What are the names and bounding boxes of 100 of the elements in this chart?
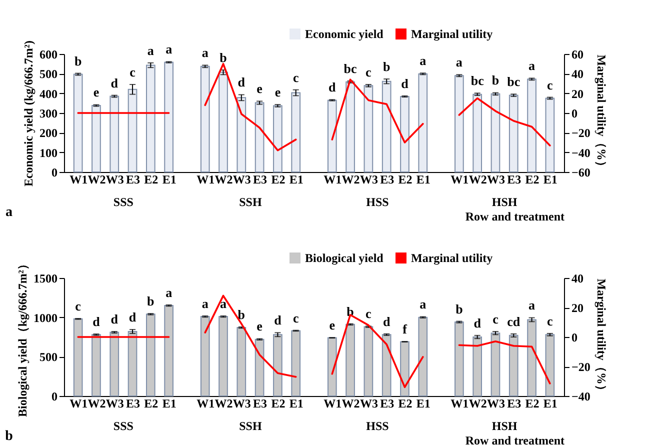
- data-label: c: [75, 298, 82, 314]
- x-tick-label: W3: [232, 172, 251, 186]
- data-label: d: [92, 314, 101, 330]
- y2-tick-label: −20: [572, 126, 590, 140]
- data-label: a: [147, 42, 154, 58]
- y2-axis-title: Marginal utility（%）: [594, 54, 608, 172]
- y2-tick-label: 40: [572, 272, 584, 286]
- x-tick-label: E1: [416, 172, 430, 186]
- data-label: c: [366, 306, 372, 322]
- x-tick-label: W1: [196, 396, 215, 410]
- legend-label: Marginal utility: [411, 251, 493, 265]
- text: HSS: [366, 195, 390, 209]
- text: HSH: [492, 195, 518, 209]
- y2-tick-label: 20: [572, 301, 584, 315]
- data-label: e: [256, 318, 263, 334]
- data-label: a: [420, 53, 427, 68]
- data-label: b: [220, 50, 227, 65]
- x-tick-label: E2: [525, 396, 540, 410]
- y2-tick-label: −40: [572, 390, 590, 404]
- x-tick-label: W3: [106, 172, 124, 186]
- y2-tick-label: −20: [572, 360, 590, 374]
- x-tick-label: E3: [253, 172, 268, 186]
- data-label: c: [492, 311, 499, 326]
- x-tick-label: E1: [162, 396, 176, 410]
- x-tick-label: W3: [232, 396, 251, 410]
- x-tick-label: W1: [450, 396, 469, 410]
- y-tick-label: 400: [40, 86, 58, 101]
- data-label: d: [274, 312, 282, 328]
- y2-tick-label: −60: [572, 166, 590, 180]
- y-tick-label: 1000: [34, 310, 58, 325]
- x-tick-label: E1: [289, 172, 304, 186]
- y-tick-label: 500: [40, 67, 58, 82]
- data-label: e: [329, 318, 336, 333]
- data-label: c: [547, 313, 554, 328]
- x-tick-label: W3: [486, 172, 505, 186]
- x-tick-label: W2: [468, 172, 487, 186]
- x-tick-label: W1: [450, 172, 469, 186]
- y2-tick-label: 0: [572, 330, 578, 344]
- data-label: e: [274, 84, 281, 100]
- data-label: a: [202, 296, 209, 311]
- y2-tick-label: 20: [572, 86, 584, 101]
- data-label: b: [147, 294, 154, 309]
- x-tick-label: W3: [486, 396, 505, 410]
- y2-tick-label: 0: [572, 106, 578, 120]
- data-label: a: [220, 296, 228, 311]
- x-tick-label: E3: [380, 396, 394, 410]
- data-label: bc: [470, 73, 484, 88]
- x-tick-label: E2: [525, 172, 540, 186]
- x-tick-label: E2: [271, 396, 286, 410]
- data-label: e: [93, 84, 100, 100]
- x-tick-label: W3: [360, 396, 378, 410]
- data-label: c: [547, 77, 554, 92]
- y2-tick-label: 40: [572, 67, 584, 82]
- data-label: a: [456, 54, 463, 70]
- data-label: c: [292, 70, 299, 85]
- y-axis-title: Economic yield (kg/666.7m²): [22, 40, 36, 186]
- x-tick-label: W1: [70, 396, 88, 410]
- x-tick-label: E3: [507, 172, 522, 186]
- data-label: a: [202, 45, 209, 60]
- x-tick-label: E1: [543, 396, 558, 410]
- y-tick-label: 500: [40, 350, 58, 364]
- y-tick-label: 1500: [34, 272, 58, 286]
- y-axis-title: Biological yield（kg/666.7m²）: [16, 258, 30, 417]
- text: SSH: [239, 195, 262, 209]
- x-tick-label: W1: [324, 396, 342, 410]
- text: SSH: [239, 419, 262, 433]
- data-label: b: [492, 72, 500, 88]
- text: HSH: [492, 419, 518, 433]
- x-tick-label: E3: [507, 396, 522, 410]
- data-label: b: [456, 301, 463, 316]
- x-tick-label: E3: [126, 172, 140, 186]
- text: SSS: [113, 195, 134, 209]
- x-tick-label: E3: [380, 172, 394, 186]
- data-label: d: [401, 76, 410, 91]
- data-label: c: [366, 64, 372, 80]
- x-tick-label: W2: [342, 396, 360, 410]
- x-tick-label: E2: [398, 396, 412, 410]
- x-tick-label: E2: [144, 172, 158, 186]
- data-label: c: [292, 310, 299, 326]
- data-label: a: [166, 42, 173, 57]
- x-tick-label: W2: [468, 396, 487, 410]
- data-label: a: [166, 284, 173, 300]
- y-tick-label: 0: [52, 390, 58, 404]
- data-label: d: [474, 315, 482, 330]
- data-label: a: [420, 296, 427, 312]
- x-tick-label: W1: [324, 172, 342, 186]
- data-label: a: [528, 58, 536, 74]
- x-tick-label: E2: [271, 172, 286, 186]
- y2-tick-label: 60: [572, 48, 584, 62]
- x-tick-label: W2: [342, 172, 360, 186]
- data-label: d: [238, 74, 246, 90]
- y-tick-label: 600: [40, 48, 58, 62]
- y-tick-label: 300: [40, 106, 58, 120]
- x-tick-label: E3: [126, 396, 140, 410]
- x-tick-label: W2: [214, 172, 233, 186]
- y-tick-label: 100: [40, 146, 58, 160]
- y-tick-label: 0: [52, 166, 58, 180]
- y-tick-label: 200: [40, 126, 58, 140]
- x-tick-label: E1: [543, 172, 558, 186]
- text: SSS: [113, 419, 134, 433]
